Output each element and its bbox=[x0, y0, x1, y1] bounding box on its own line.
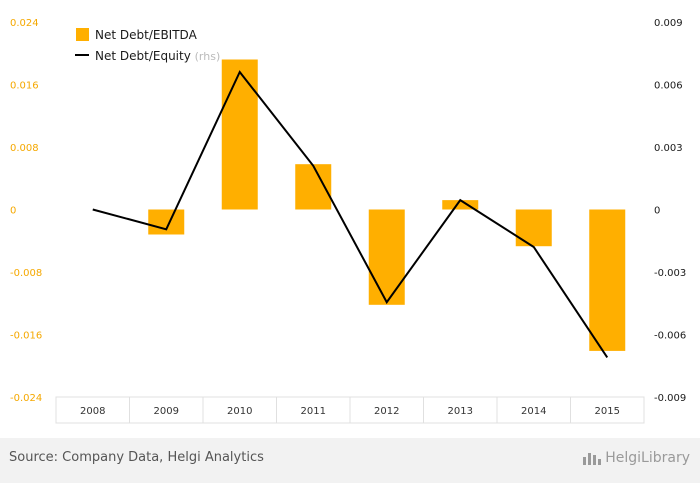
bar-series bbox=[148, 59, 626, 351]
left-tick-label: -0.024 bbox=[10, 393, 42, 404]
legend-swatch-bar bbox=[76, 28, 89, 41]
left-tick-label: 0.008 bbox=[10, 143, 39, 154]
right-tick-label: 0.009 bbox=[654, 18, 683, 29]
line-net-debt-equity bbox=[92, 70, 609, 358]
left-tick-label: -0.008 bbox=[10, 268, 42, 279]
right-tick-label: 0.003 bbox=[654, 143, 683, 154]
left-tick-label: 0.024 bbox=[10, 18, 39, 29]
footer: Source: Company Data, Helgi Analytics He… bbox=[0, 438, 700, 483]
library-icon bbox=[583, 451, 602, 465]
left-tick-label: 0 bbox=[10, 206, 16, 217]
x-tick-label: 2013 bbox=[448, 406, 473, 417]
source-text: Source: Company Data, Helgi Analytics bbox=[9, 450, 264, 465]
right-axis-ticks: 0.009 0.006 0.003 0 -0.003 -0.006 -0.009 bbox=[654, 18, 686, 404]
x-tick-label: 2015 bbox=[595, 406, 620, 417]
legend-label-bar: Net Debt/EBITDA bbox=[95, 28, 198, 42]
legend-rhs-note: (rhs) bbox=[195, 50, 221, 63]
left-tick-label: -0.016 bbox=[10, 331, 42, 342]
right-tick-label: 0 bbox=[654, 206, 660, 217]
bar-2010 bbox=[221, 59, 258, 210]
left-tick-label: 0.016 bbox=[10, 81, 39, 92]
line-series bbox=[92, 70, 609, 358]
legend-label-line: Net Debt/Equity (rhs) bbox=[95, 49, 220, 63]
legend: Net Debt/EBITDA Net Debt/Equity (rhs) bbox=[75, 28, 220, 63]
x-tick-label: 2012 bbox=[374, 406, 399, 417]
bar-2011 bbox=[295, 164, 332, 210]
x-tick-label: 2009 bbox=[154, 406, 179, 417]
combo-chart: 0.024 0.016 0.008 0 -0.008 -0.016 -0.024 0.009… bbox=[10, 18, 686, 424]
bar-2015 bbox=[589, 209, 626, 351]
right-tick-label: -0.003 bbox=[654, 268, 686, 279]
right-tick-label: -0.009 bbox=[654, 393, 686, 404]
left-axis-ticks: 0.024 0.016 0.008 0 -0.008 -0.016 -0.024 bbox=[10, 18, 42, 404]
brand-name: HelgiLibrary bbox=[605, 450, 690, 466]
right-tick-label: 0.006 bbox=[654, 81, 683, 92]
bar-2009 bbox=[148, 209, 185, 235]
x-tick-label: 2011 bbox=[301, 406, 326, 417]
bar-2012 bbox=[368, 209, 405, 305]
x-tick-label: 2008 bbox=[80, 406, 105, 417]
x-tick-label: 2014 bbox=[521, 406, 546, 417]
bar-2013 bbox=[442, 200, 479, 210]
x-tick-label: 2010 bbox=[227, 406, 252, 417]
right-tick-label: -0.006 bbox=[654, 331, 686, 342]
bar-2014 bbox=[515, 209, 552, 247]
x-axis: 2008 2009 2010 2011 2012 2013 2014 2015 bbox=[55, 396, 645, 424]
brand-logo: HelgiLibrary bbox=[583, 450, 690, 466]
